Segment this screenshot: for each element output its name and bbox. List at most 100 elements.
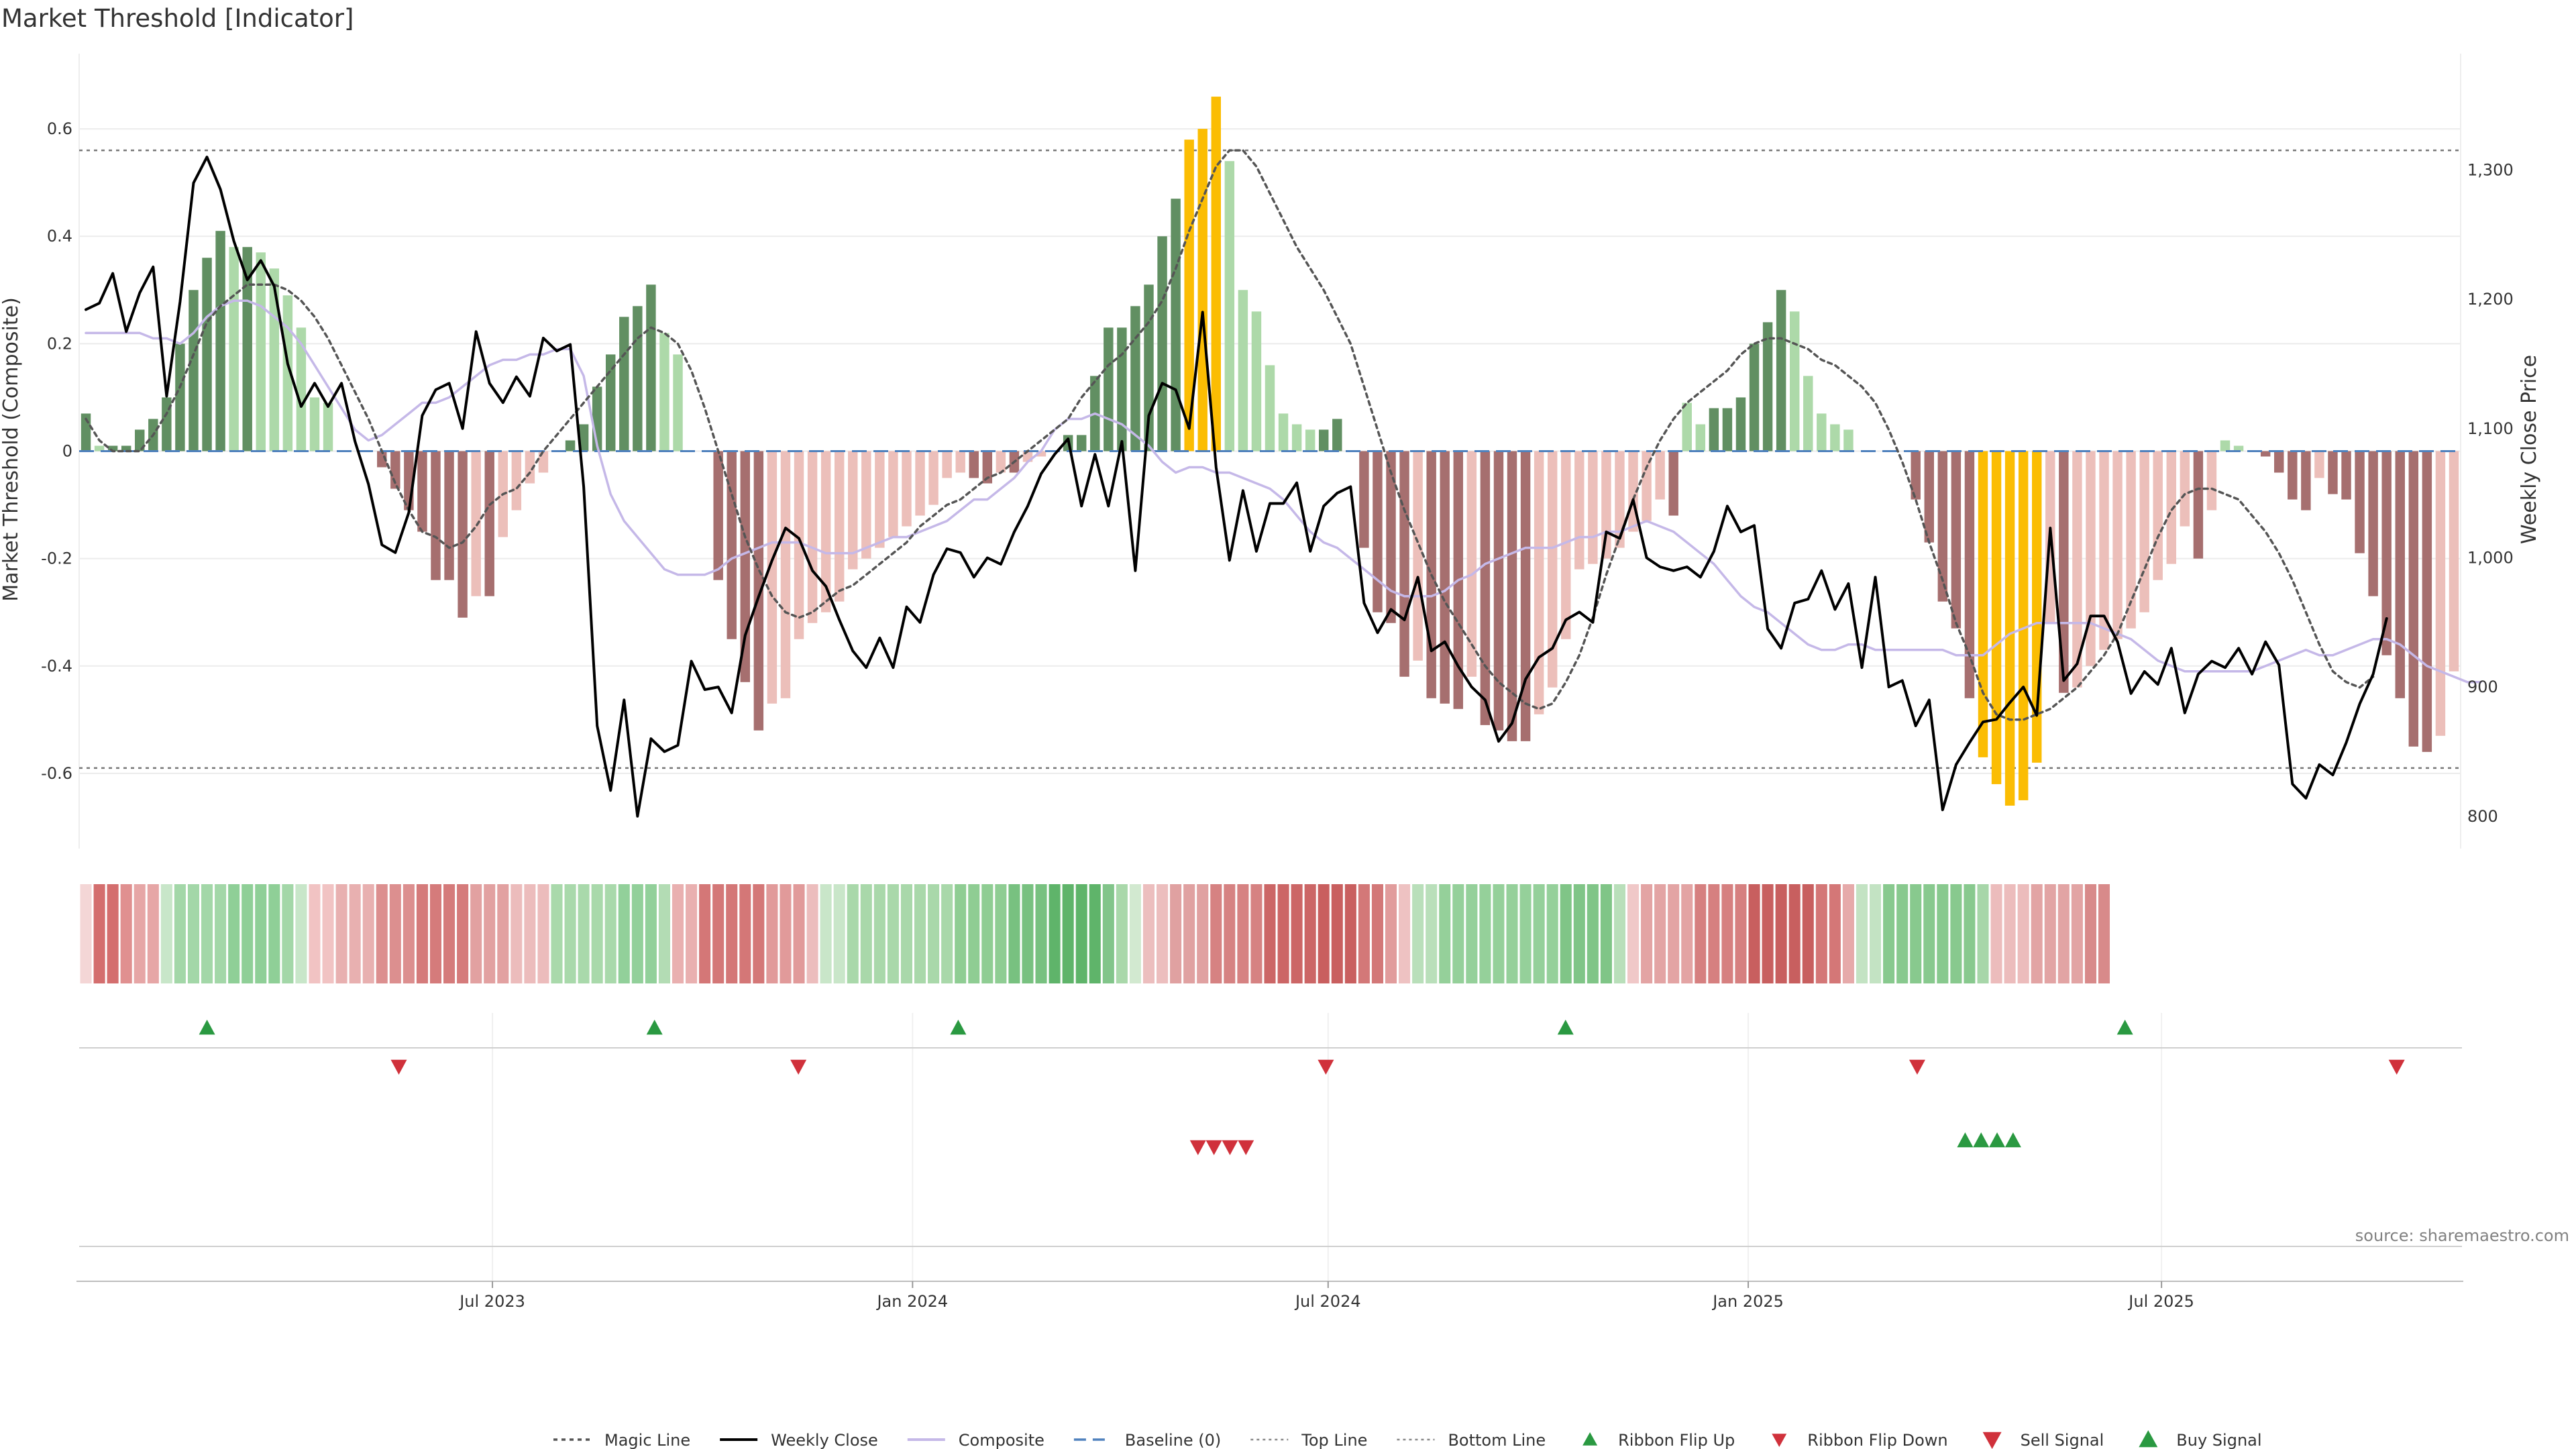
composite-bar	[659, 333, 669, 451]
composite-bar	[1507, 451, 1517, 741]
composite-bar	[1803, 376, 1813, 451]
ribbon-cell	[1250, 884, 1263, 983]
composite-bar	[2153, 451, 2163, 580]
ribbon-cell	[578, 884, 590, 983]
ribbon-cell	[1519, 884, 1532, 983]
legend-label: Buy Signal	[2176, 1431, 2261, 1449]
x-tick-label: Jul 2023	[458, 1292, 525, 1311]
composite-bar	[1413, 451, 1423, 661]
ribbon-cell	[389, 884, 401, 983]
composite-bar	[2059, 451, 2069, 693]
ribbon-cell	[1587, 884, 1599, 983]
legend-label: Ribbon Flip Down	[1807, 1431, 1947, 1449]
composite-bar	[2328, 451, 2338, 494]
composite-bar	[121, 445, 131, 451]
ribbon-cell	[1399, 884, 1411, 983]
y-axis-left-label: Market Threshold (Composite)	[0, 297, 23, 602]
composite-bar	[969, 451, 979, 478]
composite-bar	[2381, 451, 2392, 655]
ribbon-flip-down-marker	[1318, 1059, 1334, 1075]
ribbon-cell	[174, 884, 186, 983]
ribbon-cell	[1923, 884, 1935, 983]
ribbon-strip	[80, 884, 2110, 983]
composite-bar	[1076, 435, 1087, 451]
composite-bar	[1104, 327, 1114, 451]
x-tick-label: Jan 2025	[1711, 1292, 1784, 1311]
ribbon-cell	[658, 884, 670, 983]
ribbon-cell	[618, 884, 630, 983]
y-left-tick-label: 0.4	[47, 227, 72, 246]
ribbon-cell	[955, 884, 967, 983]
composite-bar	[915, 451, 925, 516]
composite-bar	[484, 451, 494, 596]
composite-bar	[633, 306, 643, 451]
legend-label: Sell Signal	[2021, 1431, 2104, 1449]
composite-bar	[1655, 451, 1665, 500]
composite-bar	[2288, 451, 2298, 500]
y-right-tick-label: 1,000	[2467, 548, 2514, 567]
ribbon-cell	[349, 884, 361, 983]
composite-bar	[2368, 451, 2378, 596]
ribbon-cell	[1600, 884, 1612, 983]
composite-bar	[1735, 397, 1746, 451]
y-left-tick-label: 0.6	[47, 119, 72, 138]
axis-ticks: 0.6 0.4 0.2 0 -0.2 -0.4 -0.6 1,300 1,200 1,100 1,0…	[41, 119, 2514, 1311]
ribbon-cell	[457, 884, 469, 983]
ribbon-cell	[1533, 884, 1545, 983]
buy-signal-marker	[1957, 1132, 1974, 1148]
composite-bar	[902, 451, 912, 527]
ribbon-cell	[1035, 884, 1047, 983]
composite-bar	[982, 451, 993, 484]
ribbon-cell	[1170, 884, 1182, 983]
ribbon-cell	[1210, 884, 1222, 983]
composite-bar	[1466, 451, 1477, 677]
ribbon-cell	[228, 884, 240, 983]
composite-bar	[1251, 311, 1262, 451]
composite-bar	[2314, 451, 2324, 478]
source-note: source: sharemaestro.com	[2355, 1226, 2569, 1245]
ribbon-cell	[335, 884, 347, 983]
ribbon-cell	[981, 884, 994, 983]
ribbon-cell	[1142, 884, 1155, 983]
ribbon-cell	[726, 884, 738, 983]
ribbon-cell	[1681, 884, 1693, 983]
y-left-tick-label: -0.6	[41, 764, 72, 783]
composite-bar	[2180, 451, 2190, 527]
composite-bar	[1480, 451, 1491, 725]
reference-lines	[79, 149, 2461, 769]
ribbon-cell	[1049, 884, 1061, 983]
ribbon-cell	[1157, 884, 1169, 983]
composite-bar	[861, 451, 871, 559]
ribbon-cell	[1654, 884, 1666, 983]
ribbon-cell	[1385, 884, 1397, 983]
ribbon-cell	[484, 884, 496, 983]
ribbon-cell	[699, 884, 711, 983]
ribbon-cell	[1708, 884, 1720, 983]
ribbon-flip-down-marker	[390, 1059, 407, 1075]
y-right-tick-label: 1,100	[2467, 419, 2514, 438]
ribbon-cell	[995, 884, 1007, 983]
composite-bar	[1440, 451, 1450, 704]
ribbon-cell	[1627, 884, 1640, 983]
composite-bar	[2435, 451, 2446, 736]
sell-signal-marker	[1205, 1140, 1222, 1155]
composite-bar	[107, 445, 118, 451]
composite-bar	[1924, 451, 1934, 543]
composite-bar	[1171, 199, 1181, 451]
composite-bar	[175, 343, 185, 451]
composite-bar	[1373, 451, 1383, 612]
ribbon-cell	[2017, 884, 2029, 983]
composite-bar	[1762, 322, 1773, 451]
ribbon-cell	[147, 884, 159, 983]
ribbon-cell	[1129, 884, 1141, 983]
composite-bar	[471, 451, 481, 596]
y-left-tick-label: -0.2	[41, 549, 72, 568]
composite-bar	[794, 451, 804, 639]
ribbon-cell	[80, 884, 92, 983]
y-right-tick-label: 1,300	[2467, 160, 2514, 179]
chart-title: Market Threshold [Indicator]	[1, 4, 354, 33]
ribbon-cell	[686, 884, 698, 983]
ribbon-cell	[443, 884, 455, 983]
composite-bar	[1749, 343, 1760, 451]
ribbon-cell	[1950, 884, 1962, 983]
